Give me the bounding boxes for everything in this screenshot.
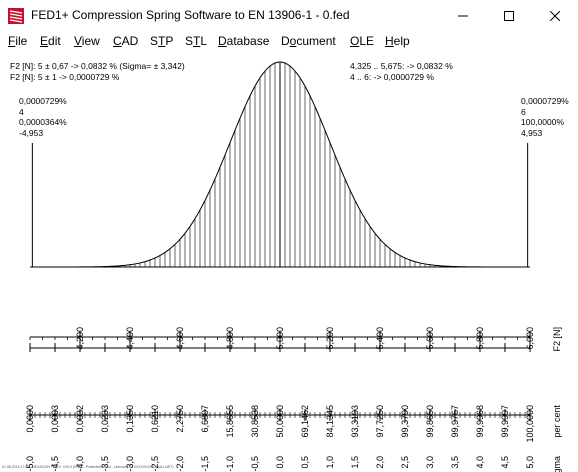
percent-tick-label: 84,1345: [325, 405, 335, 438]
f2-axis: 4,200 4,400 4,600 4,800 5,000 5,200 5,400 5,600…: [29, 327, 562, 352]
percent-tick-label: 99,9968: [475, 405, 485, 438]
percent-tick-label: 100,0000: [525, 405, 535, 443]
distribution-curve-group: [30, 61, 530, 268]
menu-view[interactable]: View: [74, 34, 100, 48]
sigma-tick-label: -3,0: [125, 456, 135, 472]
f2-tick-label: 5,000: [275, 327, 285, 350]
close-button[interactable]: [532, 0, 578, 31]
left-marker-sigma: -4,953: [19, 127, 44, 138]
f2-tick-label: 4,600: [175, 327, 185, 350]
minimize-button[interactable]: [440, 0, 486, 31]
sigma-tick-label: 3,0: [425, 456, 435, 469]
menu-file[interactable]: File: [8, 34, 28, 48]
menu-database[interactable]: Database: [218, 34, 270, 48]
sigma-tick-label: 4,5: [500, 456, 510, 469]
sigma-tick-label: -4,5: [50, 456, 60, 472]
sigma-tick-label: 2,5: [400, 456, 410, 469]
sigma-tick-label: -0,5: [250, 456, 260, 472]
sigma-tick-label: 1,5: [350, 456, 360, 469]
sigma-tick-label: -2,0: [175, 456, 185, 472]
left-marker-force: 4: [19, 106, 24, 117]
f2-tick-label: 5,400: [375, 327, 385, 350]
sigma-tick-label: 1,0: [325, 456, 335, 469]
maximize-icon: [504, 10, 514, 21]
menu-stp[interactable]: STP: [150, 34, 174, 48]
range-result-line-2: 4 .. 6: -> 0,0000729 %: [350, 72, 434, 82]
menu-bar: File Edit View CAD STP STL Database Docu…: [0, 31, 578, 51]
f2-tick-label: 6,000: [525, 327, 535, 350]
f2-tick-label: 5,600: [425, 327, 435, 350]
sigma-tick-label: 0,0: [275, 456, 285, 469]
percent-tick-label: 99,9997: [500, 405, 510, 438]
sigma-tick-label: 4,0: [475, 456, 485, 469]
right-marker-percent: 0,0000729%: [521, 96, 569, 106]
menu-document[interactable]: Document: [281, 34, 336, 48]
percent-tick-label: 99,3790: [400, 405, 410, 438]
minimize-icon: [458, 15, 468, 16]
menu-stl[interactable]: STL: [185, 34, 208, 48]
right-marker-force: 6: [521, 106, 526, 117]
f2-tick-label: 4,800: [225, 327, 235, 350]
menu-help[interactable]: Help: [385, 34, 410, 48]
sigma-tick-label: -4,0: [75, 456, 85, 472]
percent-axis-label: per cent: [552, 405, 562, 438]
sigma-tick-label: 2,0: [375, 456, 385, 469]
footer-status: 01.08.2019 17:32 - HEXAGON FED1+ V29.9 (…: [2, 465, 178, 469]
spring-app-icon: [8, 8, 24, 24]
sigma-tick-label: -2,5: [150, 456, 160, 472]
menu-ole[interactable]: OLE: [350, 34, 375, 48]
f2-tolerance-line-2: F2 [N]: 5 ± 1 -> 0,0000729 %: [10, 72, 120, 82]
sigma-tick-label: -1,0: [225, 456, 235, 472]
f2-tick-label: 5,200: [325, 327, 335, 350]
f2-tick-label: 5,800: [475, 327, 485, 350]
left-marker-cumulative: 0,0000364%: [19, 117, 67, 127]
title-bar: FED1+ Compression Spring Software to EN …: [0, 0, 578, 31]
maximize-button[interactable]: [486, 0, 532, 31]
menu-cad[interactable]: CAD: [113, 34, 139, 48]
percent-tick-label: 93,3193: [350, 405, 360, 438]
percent-tick-label: 99,8650: [425, 405, 435, 438]
sigma-tick-label: 0,5: [300, 456, 310, 469]
percent-tick-label: 99,9767: [450, 405, 460, 438]
sigma-axis-label: Sigma: [552, 456, 562, 472]
sigma-tick-label: -5,0: [25, 456, 35, 472]
range-result-line-1: 4,325 .. 5,675: -> 0,0832 %: [350, 61, 453, 71]
percent-tick-label: 69,1462: [300, 405, 310, 438]
percent-tick-label: 15,8655: [225, 405, 235, 438]
close-icon: [550, 10, 560, 21]
sigma-tick-label: 3,5: [450, 456, 460, 469]
percent-tick-label: 50,0000: [275, 405, 285, 438]
f2-tolerance-line-1: F2 [N]: 5 ± 0,67 -> 0,0832 % (Sigma= ± 3…: [10, 61, 185, 71]
left-marker-percent: 0,0000729%: [19, 96, 67, 106]
sigma-tick-label: -1,5: [200, 456, 210, 472]
left-limit-marker: 0,0000729% 4 0,0000364% -4,953: [19, 96, 67, 138]
sigma-tick-label: 5,0: [525, 456, 535, 469]
right-marker-cumulative: 100,0000%: [521, 117, 565, 127]
percent-tick-label: 97,7250: [375, 405, 385, 438]
right-marker-sigma: 4,953: [521, 127, 543, 138]
sigma-axis: -5,0 -4,5 -4,0 -3,5 -3,0 -2,5 -2,0 -1,5 -1,0 -0,5…: [25, 409, 562, 472]
menu-edit[interactable]: Edit: [40, 34, 61, 48]
percent-tick-label: 30,8538: [250, 405, 260, 438]
f2-axis-label: F2 [N]: [552, 327, 562, 352]
sigma-tick-label: -3,5: [100, 456, 110, 472]
percent-axis: 0,0000 0,0003 0,0032 0,0233 0,1350 0,6210 2,27…: [25, 343, 562, 443]
window-title: FED1+ Compression Spring Software to EN …: [31, 8, 350, 22]
f2-tick-label: 4,200: [75, 327, 85, 350]
right-limit-marker: 0,0000729% 6 100,0000% 4,953: [521, 96, 569, 138]
f2-tick-label: 4,400: [125, 327, 135, 350]
